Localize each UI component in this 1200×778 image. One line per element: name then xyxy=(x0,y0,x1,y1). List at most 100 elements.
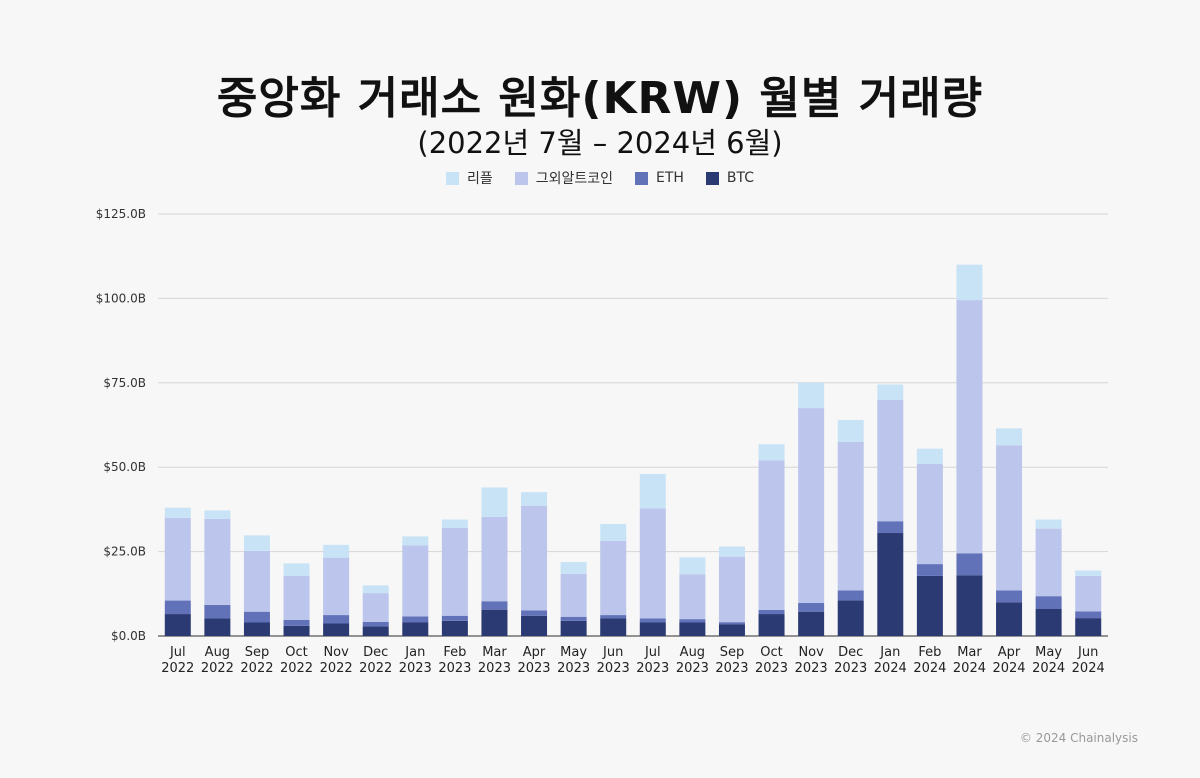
bar-segment-altcoin xyxy=(521,505,548,611)
bar-segment-altcoin xyxy=(164,517,191,601)
x-tick-label: Mar xyxy=(957,645,982,660)
bar-segment-xrp xyxy=(600,523,627,541)
x-tick-label: 2024 xyxy=(1032,661,1065,676)
legend-label: 리플 xyxy=(466,171,493,187)
legend-swatch xyxy=(514,171,528,185)
bar-segment-xrp xyxy=(679,557,706,575)
x-tick-label: Dec xyxy=(838,645,863,660)
bar-segment-eth xyxy=(283,619,310,626)
bar-segment-xrp xyxy=(877,384,904,400)
legend-item: 그외알트코인 xyxy=(514,168,613,188)
bar-segment-btc xyxy=(639,622,666,636)
bar-segment-xrp xyxy=(402,536,429,546)
bar-segment-btc xyxy=(798,611,825,636)
bar-segment-btc xyxy=(877,533,904,636)
bar-segment-xrp xyxy=(916,448,943,464)
x-tick-label: Nov xyxy=(323,645,349,660)
bar-segment-eth xyxy=(204,604,231,619)
bar-segment-btc xyxy=(441,620,468,636)
bar-segment-eth xyxy=(956,553,983,576)
x-tick-label: Apr xyxy=(998,645,1021,660)
bar-segment-altcoin xyxy=(639,508,666,619)
x-tick-label: 2024 xyxy=(992,661,1025,676)
bar-segment-xrp xyxy=(164,507,191,518)
legend-item: BTC xyxy=(705,168,754,188)
bar-segment-xrp xyxy=(323,544,350,558)
x-tick-label: May xyxy=(1035,645,1062,660)
y-tick-label: $25.0B xyxy=(103,545,146,559)
bar-segment-altcoin xyxy=(1075,575,1102,612)
bar-segment-xrp xyxy=(481,487,508,517)
bar-segment-xrp xyxy=(1035,519,1062,529)
legend-label: 그외알트코인 xyxy=(535,171,613,187)
bar-segment-eth xyxy=(679,619,706,623)
x-tick-label: 2023 xyxy=(399,661,432,676)
copyright-footer: © 2024 Chainalysis xyxy=(1019,731,1138,745)
chart-subtitle: (2022년 7월 – 2024년 6월) xyxy=(417,126,783,160)
x-tick-label: Oct xyxy=(285,645,307,660)
bar-segment-xrp xyxy=(243,535,270,551)
x-tick-label: 2024 xyxy=(1072,661,1105,676)
bar-segment-btc xyxy=(1035,608,1062,636)
bar-segment-altcoin xyxy=(837,441,864,591)
x-tick-label: 2023 xyxy=(438,661,471,676)
bar-segment-xrp xyxy=(837,419,864,442)
bar-segment-altcoin xyxy=(916,463,943,565)
bar-segment-altcoin xyxy=(243,550,270,612)
bar-segment-altcoin xyxy=(600,540,627,616)
bar-segment-btc xyxy=(164,614,191,636)
x-tick-label: Jun xyxy=(1077,645,1098,660)
x-tick-label: Dec xyxy=(363,645,388,660)
x-tick-label: 2023 xyxy=(557,661,590,676)
bar-segment-altcoin xyxy=(402,545,429,617)
bar-segment-altcoin xyxy=(877,399,904,522)
bar-segment-xrp xyxy=(1075,570,1102,576)
x-tick-label: Aug xyxy=(205,645,230,660)
bar-segment-eth xyxy=(560,616,587,621)
bar-segment-altcoin xyxy=(204,518,231,605)
bar-segment-eth xyxy=(996,590,1023,603)
bar-segment-altcoin xyxy=(758,460,785,611)
x-tick-label: Aug xyxy=(680,645,705,660)
x-tick-label: 2023 xyxy=(834,661,867,676)
bar-segment-btc xyxy=(996,602,1023,636)
bar-segment-eth xyxy=(441,615,468,621)
bar-segment-xrp xyxy=(521,492,548,506)
bar-segment-altcoin xyxy=(323,557,350,616)
bar-segment-altcoin xyxy=(1035,528,1062,597)
x-tick-label: May xyxy=(560,645,587,660)
bar-segment-eth xyxy=(323,615,350,624)
bar-segment-xrp xyxy=(798,382,825,409)
x-tick-label: 2022 xyxy=(201,661,234,676)
x-tick-label: Jan xyxy=(404,645,425,660)
x-tick-label: Mar xyxy=(482,645,507,660)
bar-segment-btc xyxy=(600,618,627,636)
legend-swatch xyxy=(445,171,459,185)
x-tick-label: 2023 xyxy=(715,661,748,676)
bar-segment-altcoin xyxy=(718,556,745,623)
bar-segment-eth xyxy=(600,615,627,619)
bar-segment-altcoin xyxy=(798,408,825,603)
x-tick-label: 2022 xyxy=(320,661,353,676)
bar-segment-xrp xyxy=(560,562,587,574)
x-tick-label: Jun xyxy=(602,645,623,660)
bar-segment-altcoin xyxy=(283,575,310,620)
bar-segment-xrp xyxy=(283,563,310,576)
x-tick-label: 2023 xyxy=(636,661,669,676)
bar-segment-btc xyxy=(283,625,310,636)
x-tick-label: Apr xyxy=(523,645,546,660)
x-tick-label: 2023 xyxy=(597,661,630,676)
bar-segment-xrp xyxy=(956,264,983,301)
x-tick-label: 2022 xyxy=(280,661,313,676)
bar-segment-btc xyxy=(837,600,864,636)
x-tick-label: Jul xyxy=(644,645,661,660)
bar-segment-eth xyxy=(362,621,389,627)
x-tick-label: Jan xyxy=(879,645,900,660)
bar-segment-btc xyxy=(521,615,548,636)
y-tick-label: $100.0B xyxy=(96,291,146,305)
bar-segment-eth xyxy=(798,602,825,612)
y-tick-label: $50.0B xyxy=(103,460,146,474)
bar-segment-xrp xyxy=(718,546,745,557)
bar-segment-altcoin xyxy=(560,573,587,617)
